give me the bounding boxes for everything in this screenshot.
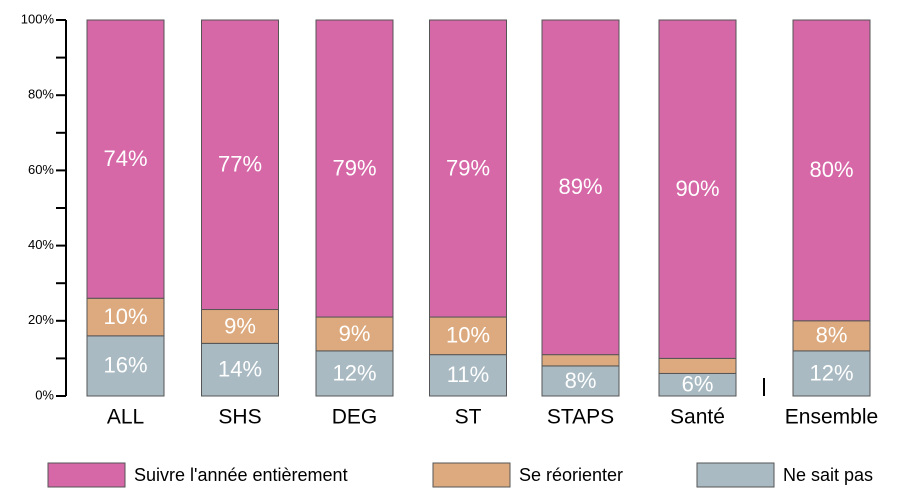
data-label: 79%	[332, 155, 376, 180]
x-tick-label: ALL	[107, 406, 144, 429]
bar-segment	[541, 354, 620, 367]
data-label: 9%	[339, 321, 371, 346]
bar-segment	[541, 19, 620, 356]
bar-segment	[792, 350, 871, 397]
y-tick-label: 40%	[28, 237, 54, 252]
bar-segment	[86, 335, 165, 397]
data-label: 14%	[218, 356, 262, 381]
data-label: 77%	[218, 152, 262, 177]
data-label: 8%	[565, 368, 597, 393]
x-tick-label: SHS	[218, 406, 261, 429]
x-tick-label: Santé	[670, 406, 725, 429]
data-label: 11%	[447, 362, 489, 387]
bar-segment	[315, 19, 394, 318]
x-tick-label: STAPS	[547, 406, 614, 429]
data-label: 10%	[446, 323, 490, 348]
legend-label: Se réorienter	[519, 465, 623, 485]
y-tick-label: 0%	[35, 387, 54, 402]
data-label: 8%	[816, 323, 848, 348]
legend-swatch	[432, 462, 511, 488]
data-label: 80%	[809, 157, 853, 182]
bar-segment	[792, 320, 871, 352]
bar-segment	[792, 19, 871, 322]
data-label: 12%	[809, 360, 853, 385]
data-label: 79%	[446, 155, 490, 180]
data-label: 16%	[103, 353, 147, 378]
y-tick-label: 100%	[21, 11, 55, 26]
x-tick-label: ST	[455, 406, 482, 429]
y-tick-label: 20%	[28, 312, 54, 327]
data-label: 12%	[332, 360, 376, 385]
bar-segment	[429, 354, 507, 397]
data-label: 9%	[224, 313, 256, 338]
bar-segment	[658, 19, 737, 359]
y-tick-label: 80%	[28, 87, 54, 102]
legend-label: Suivre l'année entièrement	[134, 465, 348, 485]
bar-segment	[86, 297, 165, 337]
bar-segment	[86, 19, 165, 299]
x-tick-label: Ensemble	[785, 406, 878, 429]
data-label: 10%	[103, 304, 147, 329]
x-tick-label: DEG	[332, 406, 378, 429]
bar-segment	[429, 19, 507, 318]
data-label: 6%	[682, 372, 714, 397]
data-label: 74%	[103, 146, 147, 171]
legend-swatch	[47, 462, 126, 488]
legend-swatch	[696, 462, 775, 488]
bar-segment	[201, 19, 279, 311]
data-label: 90%	[675, 176, 719, 201]
legend-label: Ne sait pas	[783, 465, 873, 485]
data-label: 89%	[558, 174, 602, 199]
bar-segment	[658, 357, 737, 374]
y-tick-label: 60%	[28, 162, 54, 177]
bar-segment	[315, 350, 394, 397]
bar-segment	[315, 316, 394, 352]
bar-segment	[541, 365, 620, 397]
bar-segment	[201, 342, 279, 397]
bar-segment	[201, 309, 279, 344]
